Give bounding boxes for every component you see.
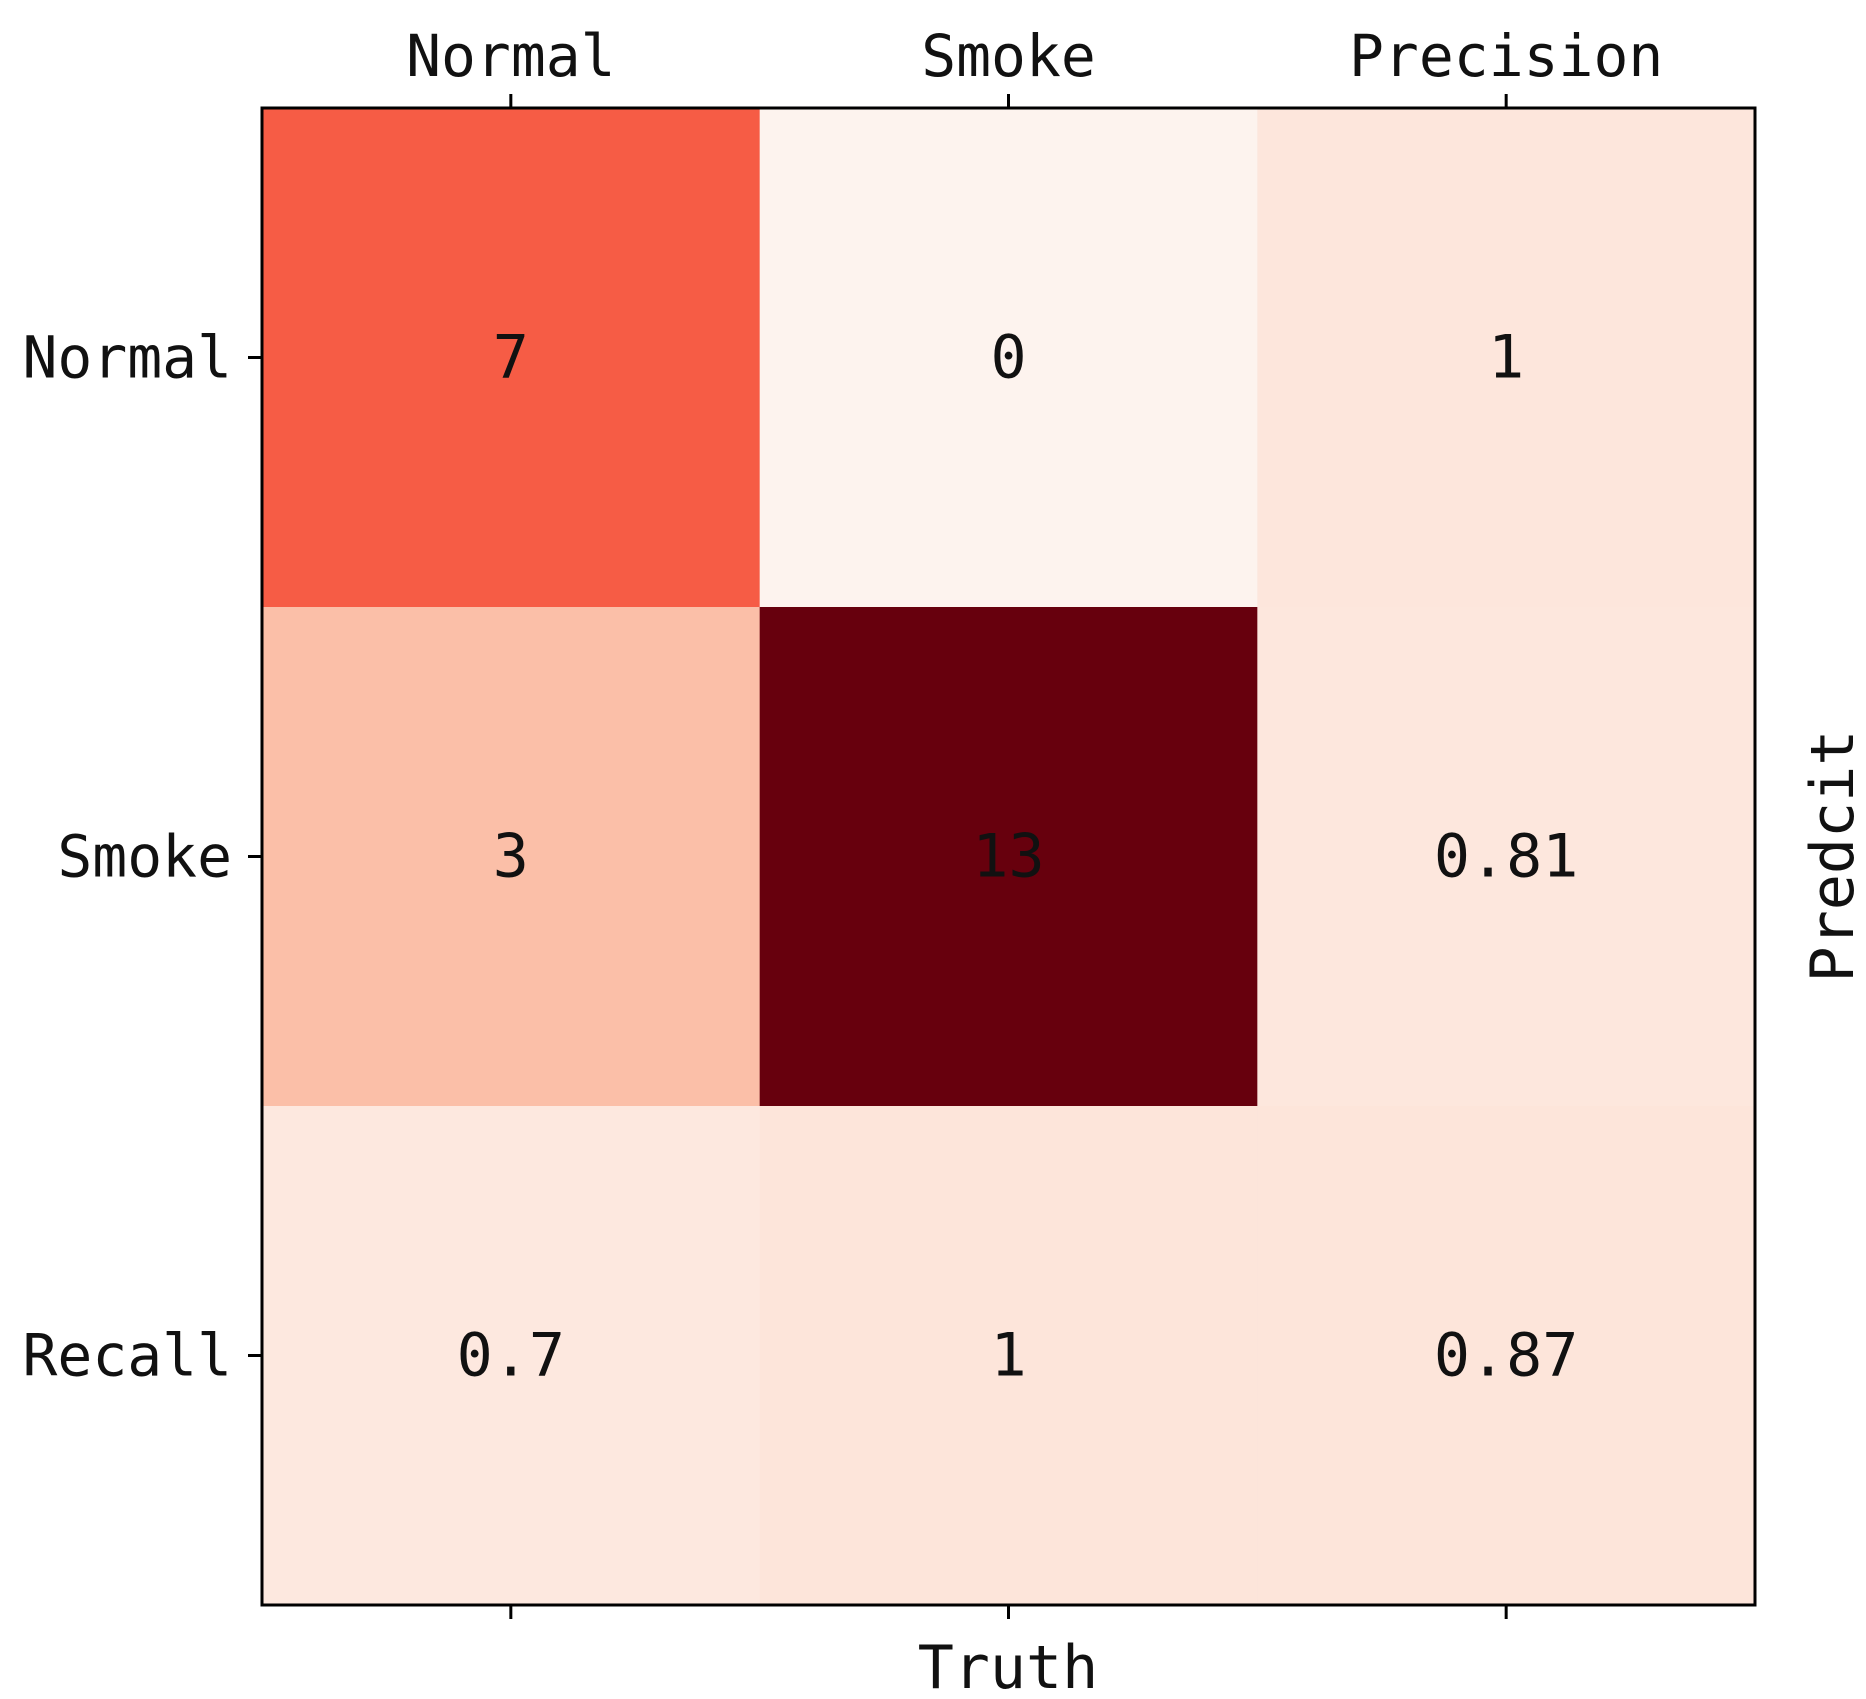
x-tick-labels: Normal Smoke Precision (406, 22, 1663, 90)
cell-label-r2-c0: 0.7 (457, 1321, 565, 1391)
heatmap-cell-r2-c1 (759, 1106, 1258, 1606)
cell-label-r1-c2: 0.81 (1434, 822, 1579, 892)
x-tick-label-2: Precision (1349, 22, 1663, 90)
x-tick-label-1: Smoke (921, 22, 1096, 90)
x-tick-label-0: Normal (406, 22, 616, 90)
heatmap-cells (262, 108, 1756, 1606)
cell-label-r2-c1: 1 (990, 1321, 1026, 1391)
heatmap-cell-r0-c1 (759, 108, 1258, 608)
y-tick-label-2: Recall (22, 1322, 232, 1390)
heatmap-cell-r2-c2 (1257, 1106, 1756, 1606)
cell-label-r0-c2: 1 (1488, 323, 1524, 393)
y-tick-labels: Normal Smoke Recall (22, 324, 232, 1390)
heatmap-cell-r2-c0 (262, 1106, 761, 1606)
cell-value-labels: 7 0 13 13 0.810.7 1 0.87 (457, 323, 1579, 1391)
heatmap-cell-r0-c2 (1257, 108, 1756, 608)
y-tick-label-0: Normal (22, 324, 232, 392)
x-axis-label: Truth (918, 1633, 1099, 1699)
y-tick-label-1: Smoke (57, 823, 232, 891)
axis-ticks (248, 94, 1508, 1619)
heatmap-cell-r1-c2 (1257, 607, 1756, 1107)
heatmap-cell-r1-c1 (759, 607, 1258, 1107)
cell-label-r0-c0: 7 (493, 323, 529, 393)
y-axis-label: Predcit (1798, 730, 1866, 983)
cell-label-r1-c1: 13 (972, 822, 1044, 892)
heatmap-cell-r1-c0 (262, 607, 761, 1107)
heatmap-cell-r0-c0 (262, 108, 761, 608)
cell-label-r2-c2: 0.87 (1434, 1321, 1579, 1391)
cell-label-r1-c0: 3 (493, 822, 529, 892)
cell-label-r0-c1: 0 (990, 323, 1026, 393)
